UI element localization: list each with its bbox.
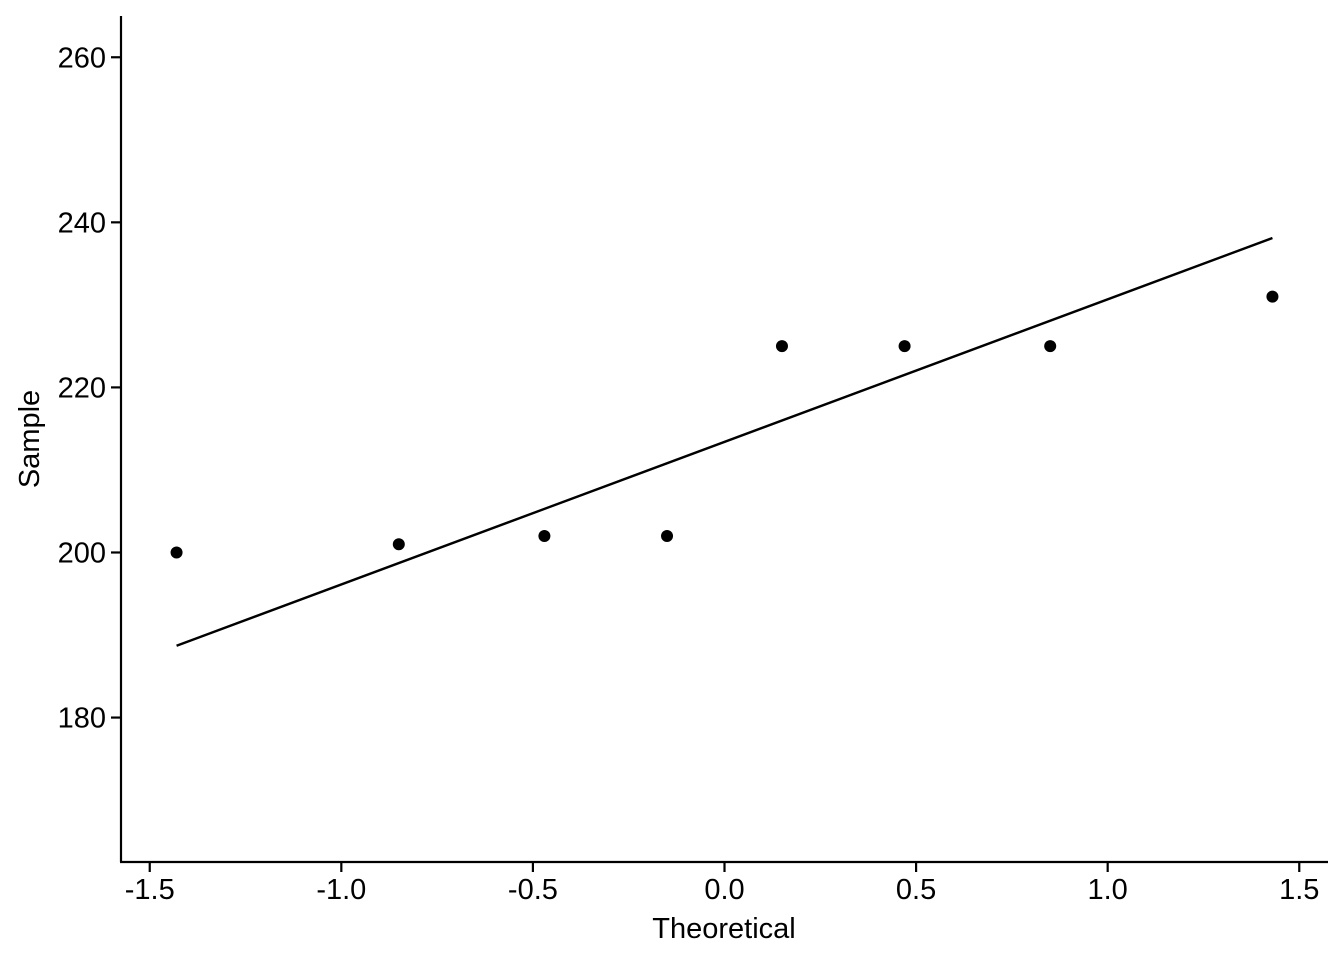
x-tick-label: 1.0 — [1088, 874, 1128, 906]
data-point — [661, 529, 674, 542]
x-tick-label: -1.0 — [316, 874, 366, 906]
y-tick-label: 260 — [58, 42, 106, 74]
x-tick-label: 0.5 — [896, 874, 936, 906]
data-point — [1044, 340, 1057, 353]
data-point — [538, 529, 551, 542]
x-tick-label: -1.5 — [125, 874, 175, 906]
x-axis-title: Theoretical — [652, 913, 795, 945]
x-tick-label: 1.5 — [1279, 874, 1319, 906]
x-tick-label: -0.5 — [508, 874, 558, 906]
y-axis-title: Sample — [14, 390, 46, 488]
y-tick-label: 240 — [58, 207, 106, 239]
data-point — [898, 340, 911, 353]
data-points — [170, 290, 1279, 559]
data-point — [170, 546, 183, 559]
plot-area: -1.5 -1.0 -0.5 0.0 0.5 1.0 1.5 180 200 220 240 260 — [58, 16, 1328, 906]
x-tick-label: 0.0 — [704, 874, 744, 906]
data-point — [1266, 290, 1279, 303]
reference-line — [176, 236, 1273, 647]
y-axis-ticks: 180 200 220 240 260 — [58, 42, 121, 735]
x-axis-ticks: -1.5 -1.0 -0.5 0.0 0.5 1.0 1.5 — [125, 862, 1319, 906]
y-tick-label: 180 — [58, 703, 106, 735]
data-point — [775, 340, 788, 353]
y-tick-label: 200 — [58, 537, 106, 569]
y-tick-label: 220 — [58, 372, 106, 404]
data-point — [392, 538, 405, 551]
